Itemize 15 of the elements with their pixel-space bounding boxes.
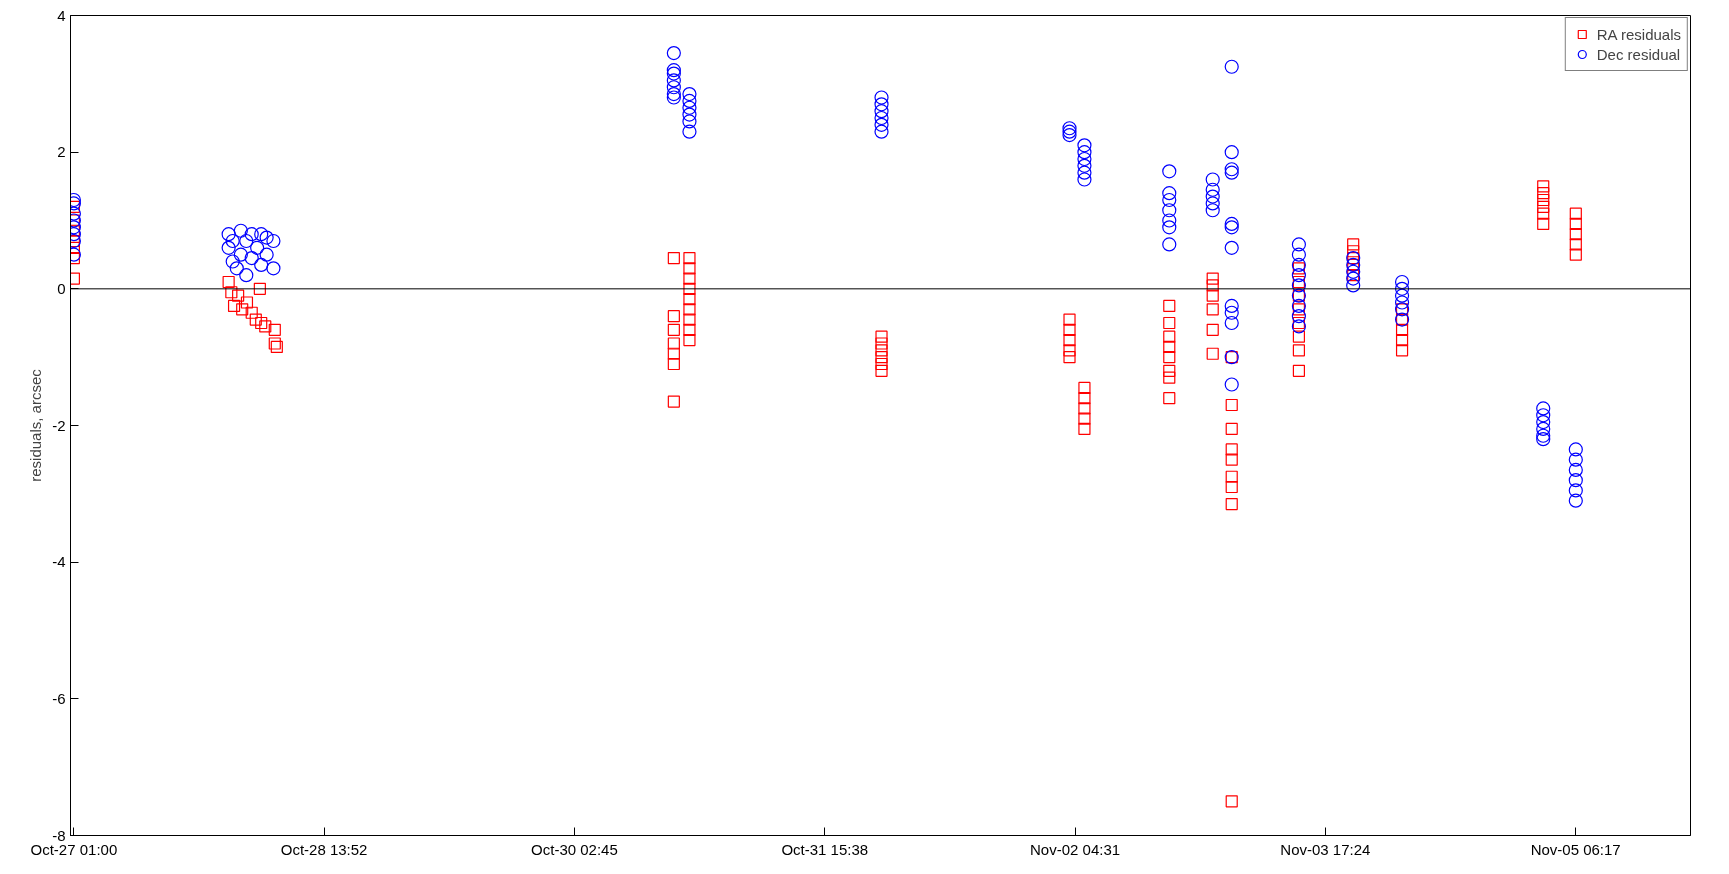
y-tick-label: 2 bbox=[57, 143, 66, 161]
y-tick-label: 0 bbox=[57, 279, 66, 297]
legend-label: Dec residual bbox=[1596, 45, 1681, 63]
x-tick-label: Nov-05 06:17 bbox=[1530, 840, 1621, 858]
y-tick-label: -6 bbox=[52, 689, 66, 707]
x-tick-label: Oct-30 02:45 bbox=[531, 840, 618, 858]
legend-label: RA residuals bbox=[1596, 25, 1681, 43]
x-tick-label: Nov-02 04:31 bbox=[1030, 840, 1121, 858]
y-tick-label: -2 bbox=[52, 416, 66, 434]
x-tick-label: Nov-03 17:24 bbox=[1280, 840, 1371, 858]
y-tick-label: 4 bbox=[57, 6, 66, 24]
x-tick-label: Oct-31 15:38 bbox=[781, 840, 869, 858]
y-axis-title: residuals, arcsec bbox=[27, 368, 45, 482]
y-tick-label: -4 bbox=[52, 553, 66, 571]
x-tick-label: Oct-28 13:52 bbox=[280, 840, 368, 858]
